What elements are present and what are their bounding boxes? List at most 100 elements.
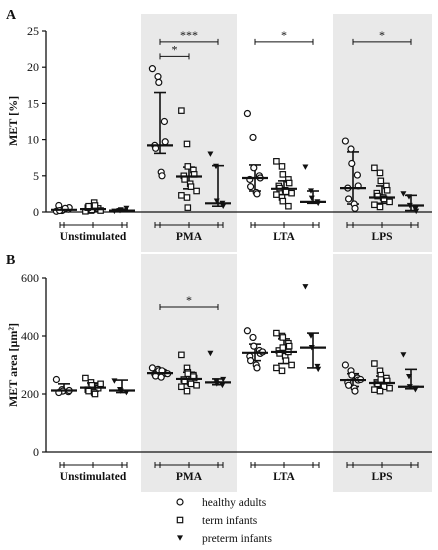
significance-label: *: [172, 42, 178, 56]
data-point: [279, 334, 287, 341]
y-tick-label: 15: [27, 96, 39, 110]
data-point: [345, 381, 353, 389]
data-point: [91, 202, 99, 209]
data-point: [213, 198, 220, 204]
legend-label-healthy-adults: healthy adults: [202, 497, 267, 509]
data-point: [178, 383, 185, 391]
series-healthy-adults: [51, 327, 366, 397]
data-point: [250, 342, 258, 350]
data-point: [178, 351, 185, 359]
data-point: [341, 361, 349, 369]
data-point: [315, 366, 322, 373]
data-point: [154, 73, 162, 81]
data-point: [341, 137, 349, 145]
data-point: [123, 205, 130, 212]
data-point: [97, 380, 104, 388]
data-point: [282, 357, 290, 364]
data-point: [377, 376, 385, 383]
data-point: [348, 371, 356, 379]
group-label-pma: PMA: [176, 231, 203, 243]
data-point: [193, 187, 200, 195]
data-point: [243, 327, 251, 335]
data-point: [158, 172, 166, 180]
data-point: [302, 284, 309, 290]
y-tick-label: 400: [21, 329, 39, 343]
data-point: [351, 387, 359, 395]
data-point: [85, 387, 92, 395]
data-point: [353, 171, 361, 179]
data-point: [161, 138, 169, 146]
legend-marker-circle: [176, 498, 184, 506]
data-point: [386, 198, 393, 206]
data-point: [148, 65, 156, 73]
data-point: [288, 189, 295, 197]
data-point: [406, 374, 412, 380]
group-label-lps: LPS: [371, 471, 392, 483]
legend: healthy adults term infants preterm infant…: [176, 497, 272, 545]
data-point: [111, 378, 118, 384]
legend-label-term-infants: term infants: [202, 515, 258, 527]
data-point: [193, 382, 200, 389]
data-point: [184, 163, 192, 170]
data-point: [302, 164, 309, 170]
legend-label-preterm-infants: preterm infants: [202, 533, 272, 545]
data-point: [308, 333, 314, 339]
data-point: [371, 201, 378, 209]
data-point: [371, 360, 378, 367]
data-point: [308, 195, 315, 202]
data-point: [386, 384, 393, 392]
y-axis-title: MET [%]: [6, 96, 20, 146]
significance-label: *: [281, 28, 287, 42]
data-point: [97, 207, 104, 214]
series-preterm-infants: [109, 151, 424, 215]
data-point: [406, 194, 412, 200]
data-point: [184, 204, 192, 211]
data-point: [371, 164, 378, 172]
data-point: [347, 145, 355, 153]
data-point: [253, 190, 261, 198]
data-point: [82, 374, 89, 382]
data-point: [383, 186, 391, 194]
y-tick-label: 600: [21, 271, 39, 285]
data-point: [285, 179, 293, 187]
data-point: [288, 361, 295, 369]
data-point: [273, 364, 280, 372]
y-axis-title: MET area [µm²]: [6, 323, 20, 407]
data-point: [376, 387, 384, 395]
significance-label: *: [379, 28, 385, 42]
data-point: [273, 158, 280, 165]
data-point: [285, 202, 292, 210]
data-point: [187, 183, 195, 190]
y-tick-label: 200: [21, 387, 39, 401]
series-healthy-adults: [51, 65, 366, 215]
data-point: [220, 376, 227, 383]
data-point: [178, 192, 185, 199]
data-point: [157, 373, 165, 381]
data-point: [285, 342, 293, 350]
data-point: [400, 191, 407, 197]
data-point: [219, 382, 226, 389]
data-point: [183, 387, 191, 395]
data-point: [250, 164, 258, 172]
data-point: [273, 191, 280, 198]
data-point: [348, 159, 356, 168]
data-point: [207, 350, 214, 357]
data-point: [308, 188, 314, 194]
data-point: [314, 363, 321, 370]
series-term-infants: [80, 329, 395, 398]
series-term-infants: [80, 107, 395, 215]
data-point: [278, 367, 286, 375]
group-label-unstimulated: Unstimulated: [60, 471, 127, 483]
data-point: [243, 109, 251, 118]
y-tick-label: 0: [33, 445, 39, 459]
data-point: [249, 333, 257, 342]
group-label-lta: LTA: [273, 471, 295, 483]
data-point: [413, 208, 420, 215]
significance-label: ***: [180, 28, 198, 42]
data-point: [213, 378, 219, 384]
data-point: [220, 203, 227, 210]
data-point: [187, 380, 195, 388]
data-point: [273, 329, 280, 337]
shaded-band-lps-0: [333, 14, 432, 252]
group-label-lps: LPS: [371, 231, 392, 243]
